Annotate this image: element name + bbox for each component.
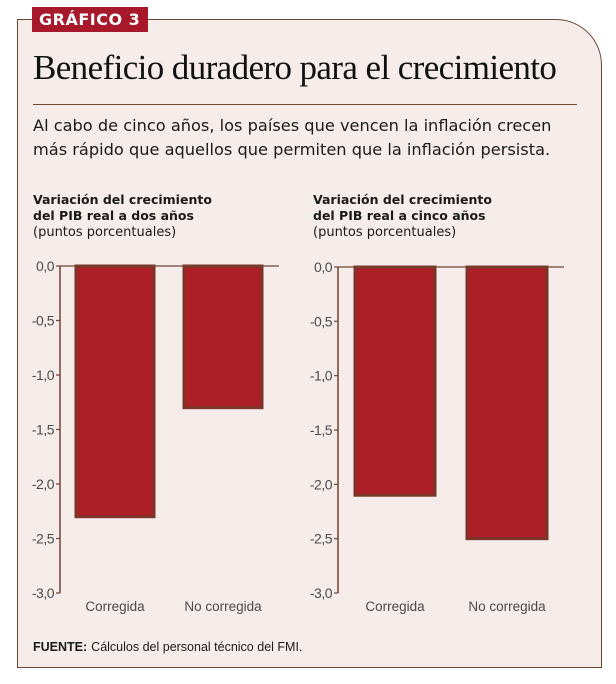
chart-right-title-line1: Variación del crecimiento	[313, 192, 492, 207]
source-label: FUENTE:	[33, 640, 88, 654]
left-y-tick-label: -2,0	[32, 476, 55, 492]
left-y-tick-label: -1,0	[32, 367, 55, 383]
left-category-label: No corregida	[184, 599, 262, 614]
right-y-tick-label: -2,5	[310, 531, 333, 547]
title-divider	[33, 104, 577, 105]
chart-right-heading: Variación del crecimiento del PIB real a…	[313, 192, 492, 241]
chart-right-units: (puntos porcentuales)	[313, 225, 457, 240]
right-category-label: No corregida	[468, 599, 546, 614]
left-bar-1	[74, 264, 156, 519]
subtitle: Al cabo de cinco años, los países que ve…	[33, 116, 552, 159]
right-bar-1	[353, 265, 437, 497]
page-title: Beneficio duradero para el crecimiento	[33, 48, 557, 87]
figure-badge: GRÁFICO 3	[32, 7, 149, 32]
source-text: Cálculos del personal técnico del FMI.	[91, 640, 303, 654]
left-category-label: Corregida	[85, 599, 145, 614]
left-y-tick-label: -3,0	[32, 585, 55, 601]
right-y-tick-label: -0,5	[310, 313, 333, 329]
left-y-tick-label: -2,5	[32, 531, 55, 547]
left-y-tick-label: -0,5	[32, 313, 55, 329]
right-y-tick-label: -1,0	[310, 368, 333, 384]
right-y-tick-label: -2,0	[310, 476, 333, 492]
right-category-label: Corregida	[365, 599, 425, 614]
right-y-tick-label: -1,5	[310, 422, 333, 438]
left-y-tick-label: -1,5	[32, 422, 55, 438]
chart-left-units: (puntos porcentuales)	[33, 225, 177, 240]
right-bar-2	[465, 265, 549, 541]
chart-left-title-line1: Variación del crecimiento	[33, 192, 212, 207]
chart-left-title-line2: del PIB real a dos años	[33, 207, 194, 223]
right-y-tick-label: -3,0	[310, 585, 333, 601]
left-y-tick-label: 0,0	[36, 258, 55, 274]
source-note: FUENTE: Cálculos del personal técnico del…	[33, 640, 302, 654]
right-y-tick-label: 0,0	[314, 259, 333, 275]
chart-left-heading: Variación del crecimiento del PIB real a…	[33, 192, 212, 241]
left-bar-2	[182, 264, 264, 410]
chart-right-title-line2: del PIB real a cinco años	[313, 207, 486, 223]
